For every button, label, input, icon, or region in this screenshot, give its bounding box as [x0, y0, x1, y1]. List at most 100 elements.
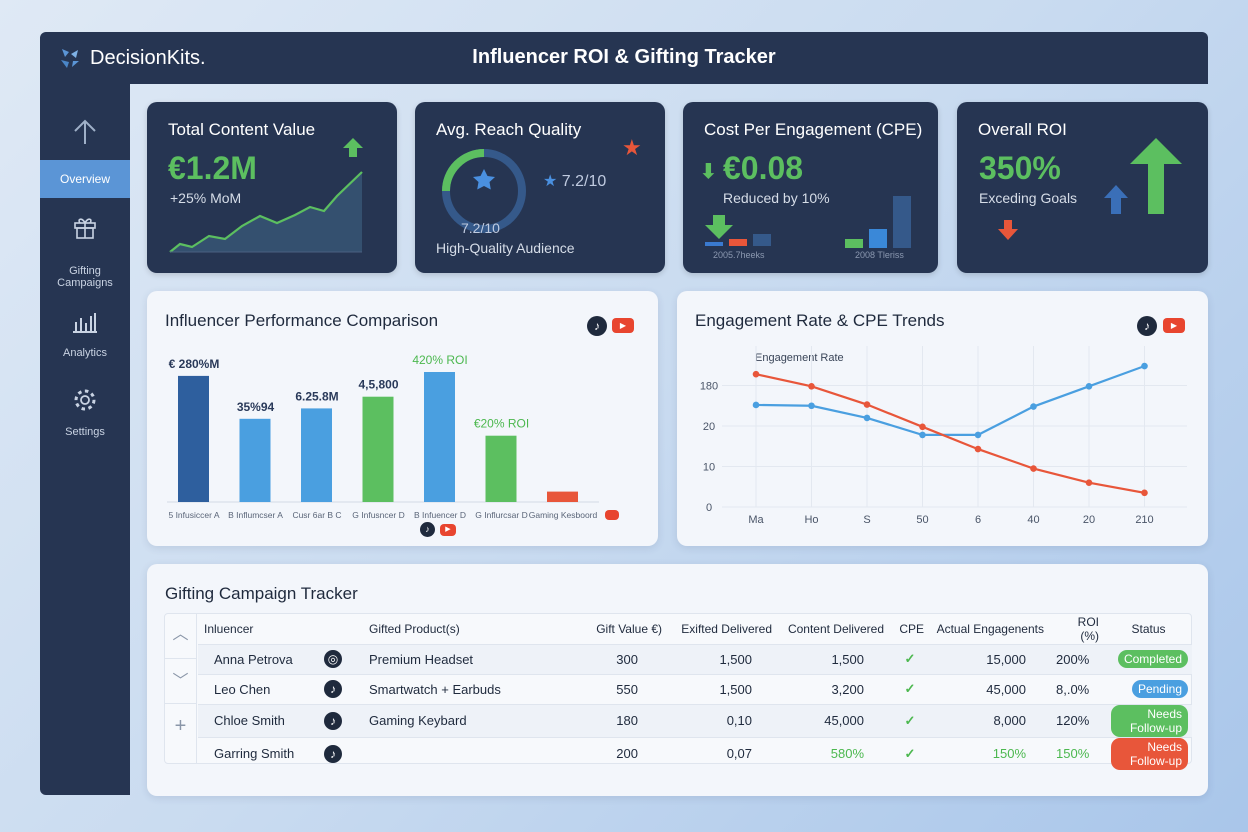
table-row[interactable]: Garring Smith ♪ 200 0,07 580% ✓ 150% 150… [198, 736, 1192, 770]
status-badge[interactable]: Needs Follow-up [1111, 704, 1188, 737]
column-header[interactable]: Status [1131, 621, 1166, 636]
x-tick-label: 210 [1135, 514, 1153, 526]
table-row[interactable]: Chloe Smith ♪ Gaming Keybard 180 0,10 45… [198, 703, 1192, 737]
actual-engagements: 45,000 [930, 673, 1050, 704]
tiktok-icon[interactable]: ♪ [1137, 316, 1157, 336]
roi-percent: 8,.0% [1050, 673, 1105, 704]
column-header[interactable]: ROI (%) [1077, 614, 1099, 643]
cpe-label-right: 2008 Tleriss [855, 250, 904, 260]
bar [547, 491, 578, 502]
reach-ring [442, 149, 526, 233]
column-header[interactable]: Actual Engagenents [936, 621, 1044, 636]
sidebar-item-up[interactable] [40, 118, 130, 149]
data-point [1141, 489, 1148, 497]
series-line [755, 365, 1145, 437]
arrow-down-icon [705, 215, 733, 239]
actual-engagements: 15,000 [930, 643, 1050, 674]
kpi-title: Avg. Reach Quality [436, 120, 582, 139]
data-label: 6.25.8M [295, 389, 338, 403]
bar-chart: € 280%M 5 Infusiccer A 35%94 B Influmcser A… [167, 353, 619, 520]
data-point [919, 431, 926, 439]
youtube-icon[interactable]: ▶ [440, 524, 456, 536]
gifted-delivered: 1,500 [668, 673, 778, 704]
gifted-delivered: 1,500 [668, 643, 778, 674]
column-header[interactable]: Exifted Delivered [681, 621, 772, 636]
data-point [863, 401, 871, 408]
column-header[interactable]: Gift Value €) [596, 621, 662, 636]
status-badge[interactable]: Needs Follow-up [1111, 737, 1188, 770]
tiktok-icon[interactable]: ♪ [587, 316, 607, 336]
x-tick-label: Cusr 6ar B C [292, 510, 341, 520]
chevron-down-icon[interactable]: ﹀ [165, 659, 196, 704]
content-delivered: 3,200 [778, 673, 890, 704]
column-header[interactable]: Inluencer [204, 621, 254, 636]
y-tick-label: 0 [706, 502, 712, 514]
content-delivered: 1,500 [778, 643, 890, 674]
column-header[interactable] [318, 614, 363, 644]
cpe-bars [705, 196, 911, 248]
sidebar-item-settings[interactable]: Settings [40, 387, 130, 438]
cpe-label-left: 2005.7heeks [713, 250, 765, 260]
status-badge[interactable]: Pending [1131, 680, 1188, 698]
kpi-value: 350% [979, 150, 1061, 186]
data-point [808, 402, 815, 410]
data-label: € 280%M [169, 357, 220, 371]
data-point [974, 445, 982, 453]
tiktok-icon: ♪ [324, 680, 342, 698]
data-point [1141, 362, 1148, 370]
brand-logo[interactable]: DecisionKits. [58, 46, 206, 70]
gifted-product: Gaming Keybard [363, 703, 563, 737]
influencer-name: Chloe Smith [198, 703, 318, 737]
content-delivered: 580% [778, 736, 890, 770]
sidebar-item-gifting-campaigns[interactable]: Gifting Campaigns [40, 214, 130, 289]
instagram-icon: ◎ [324, 650, 342, 668]
x-tick-label: 50 [916, 514, 928, 526]
data-point [1030, 465, 1037, 472]
sidebar-item-analytics[interactable]: Analytics [40, 310, 130, 359]
influencer-name: Leo Chen [198, 673, 318, 704]
data-point [919, 423, 926, 431]
youtube-icon [605, 510, 619, 520]
data-point [808, 383, 815, 390]
gifting-tracker-panel: Gifting Campaign Tracker ︿ ﹀ + Inluencer… [147, 564, 1208, 796]
table-row[interactable]: Anna Petrova ◎ Premium Headset 300 1,500… [198, 643, 1192, 674]
youtube-icon[interactable]: ▶ [612, 318, 634, 333]
kpi-caption: High-Quality Audience [436, 240, 575, 256]
gifted-product: Premium Headset [363, 643, 563, 674]
chevron-up-icon[interactable]: ︿ [165, 614, 196, 659]
sidebar-label: Analytics [62, 347, 108, 359]
x-tick-label: Ma [748, 514, 764, 526]
data-label: 420% ROI [412, 353, 467, 367]
brand-name: DecisionKits. [90, 46, 206, 69]
chart-title: Engagement Rate & CPE Trends [695, 311, 945, 330]
tiktok-icon[interactable]: ♪ [420, 522, 435, 537]
add-row-icon[interactable]: + [174, 715, 187, 737]
tracker-title: Gifting Campaign Tracker [165, 584, 358, 603]
gift-value: 200 [563, 736, 668, 770]
table-row[interactable]: Leo Chen ♪ Smartwatch + Earbuds 550 1,50… [198, 673, 1192, 704]
performance-comparison-panel: Influencer Performance Comparison ♪ ▶ € … [147, 291, 658, 546]
gear-icon [74, 389, 96, 411]
column-header[interactable]: Content Delivered [787, 621, 884, 636]
data-label: 35%94 [237, 400, 275, 414]
column-header[interactable]: CPE [899, 621, 924, 636]
data-point [863, 414, 871, 422]
gifted-product: Smartwatch + Earbuds [363, 673, 563, 704]
gift-value: 300 [563, 643, 668, 674]
column-header[interactable]: Gifted Product(s) [369, 621, 460, 636]
kpi-overall-roi: Overall ROI 350% Exceding Goals [957, 102, 1208, 273]
x-tick-label: 5 Infusiccer A [168, 510, 219, 520]
kpi-title: Cost Per Engagement (CPE) [704, 120, 923, 139]
data-point [752, 401, 760, 409]
arrow-up-icon [1130, 138, 1182, 214]
actual-engagements: 150% [930, 736, 1050, 770]
arrow-down-icon [998, 220, 1018, 240]
x-tick-label: G Infusncer D [352, 510, 404, 520]
youtube-icon[interactable]: ▶ [1163, 318, 1185, 333]
sidebar-item-overview[interactable]: Overview [40, 160, 130, 198]
x-tick-label: B Influmcser A [228, 510, 283, 520]
x-tick-label: S [863, 514, 870, 526]
status-badge[interactable]: Completed [1117, 650, 1188, 668]
data-point [1030, 403, 1037, 410]
influencer-name: Anna Petrova [198, 643, 318, 674]
